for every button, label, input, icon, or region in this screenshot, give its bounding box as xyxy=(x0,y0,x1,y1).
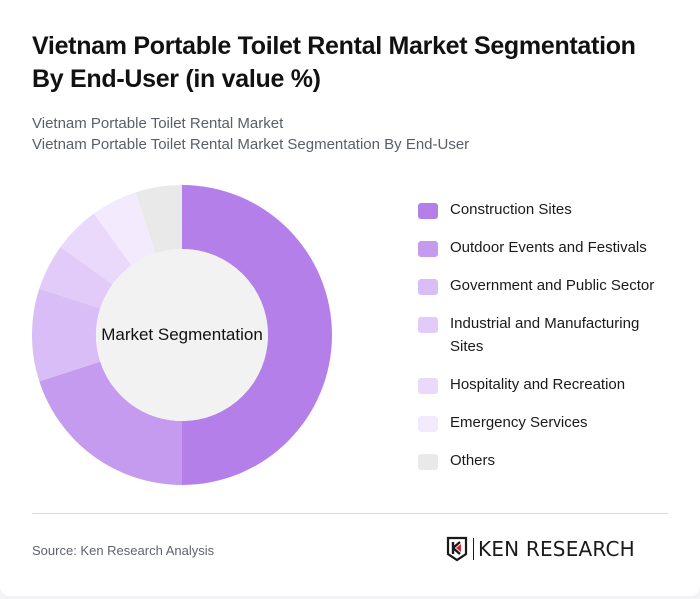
legend-item[interactable]: Industrial and Manufacturing Sites xyxy=(418,312,678,358)
donut-segment-outdoor-events-and-festivals[interactable] xyxy=(39,361,182,485)
legend-label: Industrial and Manufacturing Sites xyxy=(450,315,640,355)
donut-segment-industrial-and-manufacturing-sites[interactable] xyxy=(39,246,113,309)
donut-segment-government-and-public-sector[interactable] xyxy=(32,288,101,382)
legend-item[interactable]: Government and Public Sector xyxy=(418,274,678,297)
chart-title: Vietnam Portable Toilet Rental Market Se… xyxy=(32,32,636,93)
legend-swatch-icon xyxy=(418,317,438,333)
donut-segment-hospitality-and-recreation[interactable] xyxy=(60,213,132,285)
subtitle: Vietnam Portable Toilet Rental Market Vi… xyxy=(32,113,672,155)
legend-swatch-icon xyxy=(418,454,438,470)
donut-segment-emergency-services[interactable] xyxy=(93,192,156,266)
source-text: Source: Ken Research Analysis xyxy=(32,543,215,558)
donut-segment-others[interactable] xyxy=(135,185,182,254)
legend-label: Outdoor Events and Festivals xyxy=(450,239,647,256)
ken-research-logo-icon xyxy=(446,536,468,562)
subtitle-segmentation: Vietnam Portable Toilet Rental Market Se… xyxy=(32,136,470,153)
ken-research-logo: KEN RESEARCH xyxy=(446,536,635,562)
legend-item[interactable]: Hospitality and Recreation xyxy=(418,373,678,396)
donut-chart: Market Segmentation xyxy=(32,185,332,485)
donut-hole xyxy=(96,249,268,421)
footer-divider xyxy=(32,513,668,514)
donut-chart-svg xyxy=(32,185,332,485)
legend-swatch-icon xyxy=(418,241,438,257)
logo-text: KEN RESEARCH xyxy=(478,537,635,561)
legend-label: Others xyxy=(450,452,496,469)
logo-separator xyxy=(473,538,474,560)
legend-swatch-icon xyxy=(418,416,438,432)
legend-label: Government and Public Sector xyxy=(450,277,655,294)
legend-swatch-icon xyxy=(418,279,438,295)
legend-label: Hospitality and Recreation xyxy=(450,376,626,393)
legend-item[interactable]: Construction Sites xyxy=(418,198,678,221)
donut-segment-construction-sites[interactable] xyxy=(182,185,332,485)
legend-item[interactable]: Others xyxy=(418,449,678,472)
subtitle-market: Vietnam Portable Toilet Rental Market xyxy=(32,115,284,132)
legend-label: Construction Sites xyxy=(450,201,572,218)
legend-label: Emergency Services xyxy=(450,414,588,431)
legend-item[interactable]: Outdoor Events and Festivals xyxy=(418,236,678,259)
legend-item[interactable]: Emergency Services xyxy=(418,411,678,434)
chart-legend: Construction Sites Outdoor Events and Fes… xyxy=(418,198,678,487)
legend-swatch-icon xyxy=(418,378,438,394)
legend-swatch-icon xyxy=(418,203,438,219)
